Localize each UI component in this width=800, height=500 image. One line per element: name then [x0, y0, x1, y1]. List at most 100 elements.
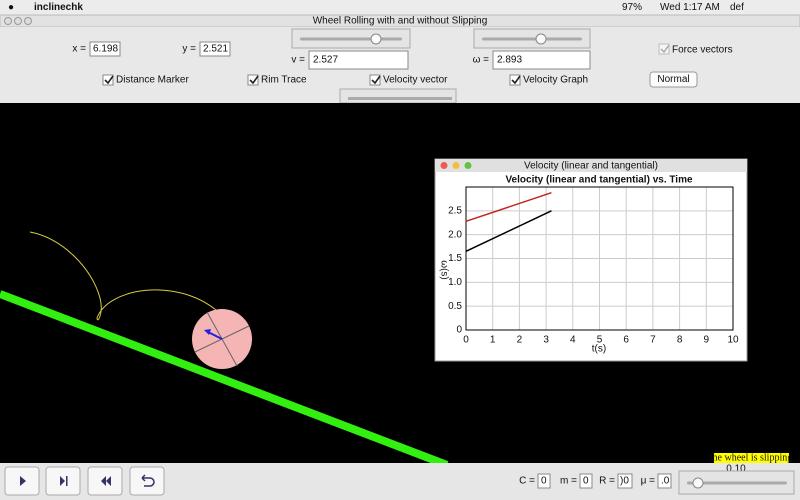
close-button[interactable] — [440, 162, 448, 169]
slider-track — [482, 37, 582, 41]
velocity-vector-checkbox[interactable] — [369, 74, 381, 86]
check-mark — [104, 75, 114, 85]
app-name[interactable]: inclinechk — [34, 2, 83, 13]
r-field[interactable] — [617, 473, 633, 489]
v-field[interactable] — [308, 50, 409, 70]
x-tick-label: 9 — [704, 335, 710, 346]
x-tick-label: 10 — [727, 335, 739, 346]
slider-thumb[interactable] — [692, 477, 704, 489]
m-value: 0 — [583, 476, 589, 487]
distance-marker-label: Distance Marker — [116, 75, 189, 86]
reset-button[interactable] — [129, 466, 165, 496]
graph-titlebar — [435, 159, 747, 172]
y-tick-label: 0 — [456, 325, 462, 336]
clock[interactable]: Wed 1:17 AM — [660, 2, 720, 13]
velocity-arrow — [207, 331, 223, 340]
status-box — [714, 453, 789, 463]
data-line — [465, 210, 552, 253]
graph-window-title: Velocity (linear and tangential) — [524, 161, 658, 172]
c-value: 0 — [541, 476, 547, 487]
y-tick-label: 1.0 — [448, 277, 462, 288]
m-field[interactable] — [579, 473, 593, 489]
omega-value: 2.893 — [497, 55, 522, 66]
user[interactable]: def — [730, 2, 744, 13]
r-value: )0 — [620, 476, 629, 487]
rim-checkbox[interactable] — [247, 74, 259, 86]
mu-field[interactable] — [657, 473, 672, 489]
y-axis-label: ω(s) — [438, 260, 449, 279]
data-line — [465, 192, 552, 223]
slider-track[interactable] — [348, 97, 452, 100]
y-field[interactable] — [199, 41, 231, 57]
minimize-button[interactable] — [452, 162, 460, 169]
reset-icon — [141, 474, 155, 487]
y-label: y = — [182, 44, 196, 55]
x-value: 6.198 — [93, 44, 118, 55]
check-mark — [660, 44, 670, 54]
apple-menu[interactable]: ● — [8, 2, 14, 13]
zoom-button[interactable] — [24, 17, 32, 25]
incline — [0, 290, 449, 469]
c-label: C = — [519, 476, 535, 487]
distance-checkbox[interactable] — [102, 74, 114, 86]
x-tick-label: 4 — [570, 335, 576, 346]
mode-button[interactable] — [649, 71, 698, 88]
rim-trace-label: Rim Trace — [261, 75, 307, 86]
zoom-button[interactable] — [464, 162, 472, 169]
y-tick-label: 2.0 — [448, 229, 462, 240]
slider-track — [300, 37, 402, 41]
slider-thumb[interactable] — [535, 33, 547, 45]
check-mark — [249, 75, 259, 85]
m-label: m = — [560, 476, 577, 487]
menu-bar — [0, 0, 800, 15]
x-tick-label: 0 — [463, 335, 469, 346]
minimize-button[interactable] — [14, 17, 22, 25]
plot-frame — [465, 186, 734, 331]
x-tick-label: 6 — [623, 335, 629, 346]
status-text: the wheel is slipping — [710, 452, 793, 463]
slider-thumb[interactable] — [370, 33, 382, 45]
x-tick-label: 5 — [597, 335, 603, 346]
mode-button-label: Normal — [657, 74, 689, 85]
y-tick-label: 2.5 — [448, 205, 462, 216]
omega-label: ω = — [473, 55, 490, 66]
y-value: 2.521 — [203, 44, 228, 55]
window-title: Wheel Rolling with and without Slipping — [313, 16, 488, 27]
x-tick-label: 2 — [517, 335, 523, 346]
v-value: 2.527 — [313, 55, 338, 66]
play-icon — [20, 476, 26, 486]
step-icon — [60, 476, 68, 486]
slider-value: 0.10 — [726, 464, 746, 475]
mu-label: μ = — [641, 476, 656, 487]
y-tick-label: 0.5 — [448, 301, 462, 312]
x-tick-label: 3 — [543, 335, 549, 346]
omega-field[interactable] — [492, 50, 591, 70]
x-tick-label: 8 — [677, 335, 683, 346]
arrow-head — [204, 329, 211, 335]
rewind-icon — [101, 476, 111, 486]
x-field[interactable] — [89, 41, 121, 57]
chart-title: Velocity (linear and tangential) vs. Tim… — [505, 175, 693, 186]
force-checkbox[interactable] — [658, 43, 670, 55]
slider-box — [339, 88, 457, 104]
force-vectors-label: Force vectors — [672, 45, 733, 56]
x-tick-label: 7 — [650, 335, 656, 346]
velocity-vector-label: Velocity vector — [383, 75, 448, 86]
v-label: v = — [291, 55, 305, 66]
rim-trace — [29, 231, 217, 321]
r-label: R = — [599, 476, 615, 487]
close-button[interactable] — [4, 17, 12, 25]
battery[interactable]: 97% — [622, 2, 642, 13]
check-mark — [371, 75, 381, 85]
c-field[interactable] — [537, 473, 551, 489]
x-tick-label: 1 — [490, 335, 496, 346]
mu-value: .0 — [661, 476, 670, 487]
velocity-graph-checkbox[interactable] — [509, 74, 521, 86]
slider-track — [687, 481, 787, 485]
x-axis-label: t(s) — [592, 344, 606, 355]
plot: 0 1 2 3 4 5 6 7 8 9 10 0 0.5 1.0 1.5 2.0 2.5 — [448, 186, 739, 346]
x-label: x = — [72, 44, 86, 55]
velocity-graph-label: Velocity Graph — [523, 75, 588, 86]
y-tick-label: 1.5 — [448, 253, 462, 264]
